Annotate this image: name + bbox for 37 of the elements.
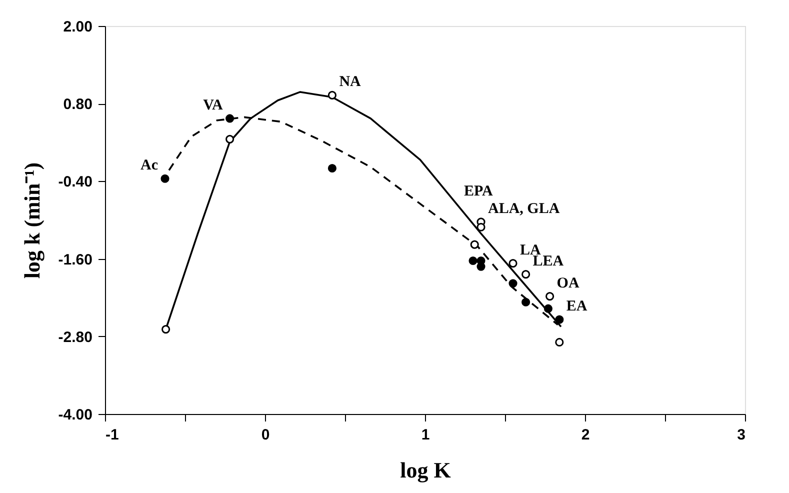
x-tick-label: 0 [261,426,270,444]
point [226,134,234,144]
x-tick-label: 3 [737,426,746,444]
point [328,164,336,173]
point [522,270,530,279]
point [476,222,486,232]
point [522,298,530,306]
y-tick-label: 2.00 [63,18,92,36]
y-axis-title: log k (min⁻¹) [19,162,44,279]
x-axis-title: log K [400,458,451,482]
y-tick-label: -4.00 [58,406,92,424]
point [160,174,170,183]
annotation: OA [556,275,580,292]
point [508,259,518,268]
annotation: EPA [464,183,494,200]
y-tick-label: -1.60 [58,251,92,268]
point [544,304,552,313]
y-tick-label: -0.40 [58,174,92,191]
point [468,256,478,266]
y-tick-label: 0.80 [63,96,92,114]
annotation: ALA, GLA [488,200,560,217]
annotation: VA [203,97,223,114]
point [555,315,564,324]
point [508,279,518,288]
y-tick-label: -2.80 [58,328,92,346]
x-tick-label: 2 [581,426,590,444]
annotation: NA [339,74,362,90]
point [328,90,336,100]
point [546,292,554,301]
point [470,240,479,249]
point [226,114,234,123]
annotation: Ac [140,158,158,174]
point [555,338,564,346]
point [162,325,170,334]
x-tick-label: -1 [106,426,119,444]
annotation: EA [566,298,588,315]
x-tick-label: 1 [421,426,430,444]
